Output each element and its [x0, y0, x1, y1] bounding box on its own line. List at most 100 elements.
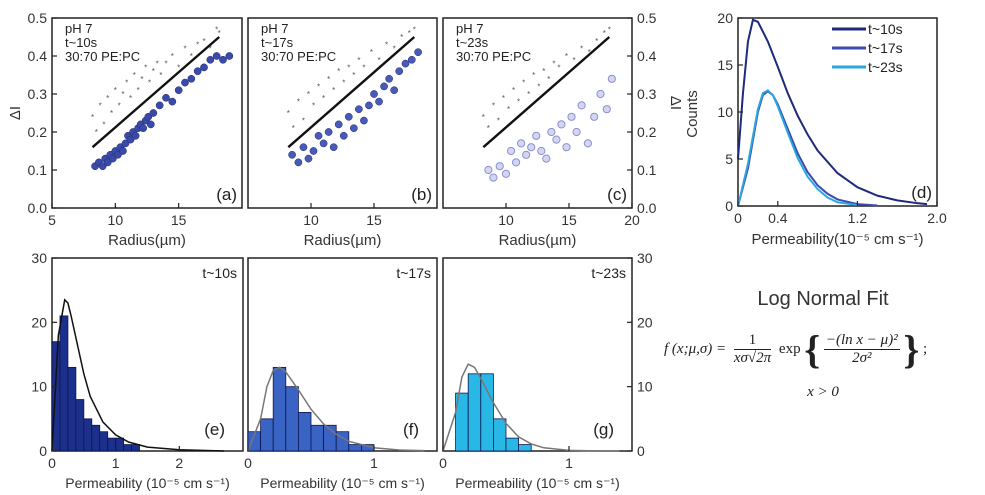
- panel-c-annotation: 30:70 PE:PC: [456, 49, 531, 64]
- panel-c-open-point: [607, 74, 616, 83]
- panel-b-filled-point: [299, 143, 308, 152]
- panel-b-cross-point: *: [352, 71, 355, 80]
- panel-b-cross-point: *: [307, 90, 310, 99]
- panel-f-xtick-label: 0: [244, 455, 252, 471]
- panel-f-xtick-label: 1: [370, 455, 378, 471]
- panel-g-annotation: t~23s: [591, 265, 626, 281]
- panel-b-filled-point: [385, 74, 393, 83]
- right-brace-icon: }: [903, 327, 920, 372]
- panel-a-ytick-label: 0.2: [28, 124, 48, 140]
- formula-title: Log Normal Fit: [757, 288, 889, 310]
- panel-c-cross-point: *: [572, 56, 575, 65]
- formula-equation: f (x;μ,σ) = 1 xσ√2π exp { −(ln x − μ)² 2…: [664, 326, 982, 373]
- panel-a-xlabel: Radius(µm): [108, 232, 186, 249]
- panel-b-annotation: pH 7: [261, 21, 288, 36]
- panel-g-bar: [505, 437, 520, 452]
- panel-a-annotation: 30:70 PE:PC: [65, 49, 140, 64]
- panel-c-xlabel: Radius(µm): [499, 232, 577, 249]
- panel-a-cross-point: *: [121, 90, 124, 99]
- panel-c-cross-point: *: [492, 101, 495, 110]
- panel-a-fit-line: [91, 36, 220, 149]
- panel-c-ytick-label: 0.4: [637, 48, 657, 64]
- formula-frac-num: 1: [733, 332, 772, 350]
- panel-a-cross-point: *: [102, 120, 105, 129]
- panel-d-ytick-label: 0: [725, 198, 733, 214]
- formula-lhs: f (x;μ,σ) =: [664, 340, 727, 357]
- panel-b-cross-point: *: [312, 101, 315, 110]
- panel-a-filled-point: [146, 120, 155, 129]
- panel-a-cross-point: *: [99, 101, 102, 110]
- formula-condition: x > 0: [807, 384, 839, 400]
- panel-b-filled-point: [355, 105, 363, 114]
- panel-c-frame: [442, 17, 633, 209]
- panel-f-bar: [272, 366, 287, 452]
- panel-b-filled-point: [370, 90, 378, 98]
- panel-c-open-point: [522, 150, 531, 159]
- panel-g-ytick-label: 30: [637, 250, 653, 266]
- panel-a-xtick-label: 5: [48, 212, 56, 228]
- panel-a-cross-point: *: [140, 75, 143, 84]
- panel-b-cross-point: *: [347, 63, 350, 72]
- panel-b-filled-point: [294, 158, 303, 167]
- panel-a-cross-point: *: [148, 79, 151, 88]
- formula-exp-den: 2σ²: [852, 350, 872, 366]
- panel-e-bar: [99, 431, 109, 452]
- log-normal-fit-formula: Log Normal Fit f (x;μ,σ) = 1 xσ√2π exp {…: [664, 288, 982, 408]
- panel-g-bar: [492, 418, 507, 452]
- panel-g-xlabel: Permeability (10⁻⁵ cm s⁻¹): [455, 475, 620, 491]
- panel-b-filled-point: [314, 131, 323, 140]
- panel-e-bar: [67, 366, 77, 452]
- panel-e-label: (e): [204, 420, 225, 439]
- panel-e-bar: [123, 444, 132, 452]
- panel-d-ytick-label: 15: [717, 57, 733, 73]
- panel-a-cross-point: *: [118, 101, 121, 110]
- panel-a-cross-point: *: [95, 128, 98, 137]
- panel-a-cross-point: *: [209, 44, 212, 53]
- panel-d-xtick-label: 2.0: [927, 210, 947, 226]
- panel-a-filled-point: [131, 131, 140, 140]
- panel-d-series-line-0: [737, 18, 928, 206]
- formula-exp-num: −(ln x − μ)²: [823, 332, 900, 350]
- panel-c-cross-point: *: [482, 113, 485, 122]
- panel-d-label: (d): [911, 183, 932, 202]
- panel-b-annotation: 30:70 PE:PC: [261, 49, 336, 64]
- panel-b-cross-point: *: [377, 56, 380, 65]
- panel-a-cross-point: *: [190, 52, 193, 61]
- panel-b-frame: [247, 17, 438, 209]
- panel-c-open-point: [552, 135, 561, 144]
- panel-c-open-point: [577, 101, 586, 110]
- panel-d-ylabel: Counts: [684, 90, 701, 138]
- panel-f-bar: [348, 444, 362, 452]
- panel-c-cross-point: *: [588, 48, 591, 57]
- panel-a-label: (a): [216, 185, 237, 204]
- panel-a-filled-point: [119, 147, 127, 155]
- panel-c-fit-line: [482, 36, 611, 149]
- panel-b-cross-point: *: [337, 67, 340, 76]
- panel-b-filled-point: [390, 86, 399, 95]
- panel-a-ytick-label: 0.5: [28, 10, 48, 26]
- panel-b-cross-point: *: [327, 75, 330, 84]
- panel-c-cross-point: *: [608, 25, 611, 34]
- panel-b-cross-point: *: [413, 25, 416, 34]
- panel-c-cross-point: *: [542, 67, 545, 76]
- panel-f-label: (f): [403, 420, 419, 439]
- panel-c-ytick-label: 0.5: [637, 10, 657, 26]
- panel-d-ytick-label: 10: [717, 104, 733, 120]
- panel-c-cross-point: *: [557, 63, 560, 72]
- panel-f-bar: [310, 424, 325, 452]
- panel-d-legend-label: t~10s: [868, 21, 903, 37]
- panel-b-cross-point: *: [408, 29, 411, 38]
- panel-c-open-point: [562, 143, 571, 152]
- panel-b-filled-point: [349, 124, 358, 133]
- panel-e-ytick-label: 20: [31, 314, 47, 330]
- panel-g-bar: [480, 373, 494, 452]
- panel-c-open-point: [557, 120, 566, 129]
- panel-c-open-point: [532, 131, 541, 140]
- panel-b-cross-point: *: [357, 56, 360, 65]
- panel-c-open-point: [501, 169, 511, 178]
- panel-b-filled-point: [309, 147, 318, 155]
- panel-c-open-point: [489, 173, 498, 182]
- panel-a-cross-point: *: [183, 44, 186, 53]
- panel-b-label: (b): [411, 185, 432, 204]
- panel-b-cross-point: *: [332, 86, 335, 95]
